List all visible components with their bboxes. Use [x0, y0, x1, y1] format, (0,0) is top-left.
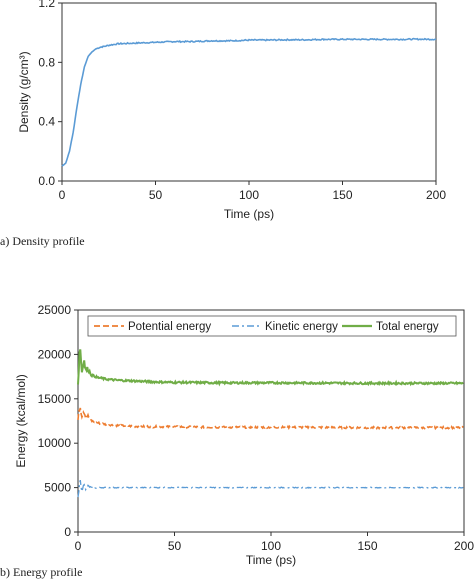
- energy-caption: (b) Energy profile: [0, 565, 82, 579]
- energy-xtick-label: 200: [454, 539, 474, 553]
- energy-plot-frame: [77, 309, 465, 533]
- legend-label-kinetic: Kinetic energy: [265, 321, 338, 333]
- density-series-line: [61, 37, 436, 167]
- energy-ytick-label: 5000: [44, 481, 71, 495]
- density-ytick-label: 0.0: [38, 174, 55, 188]
- energy-xtick-label: 0: [75, 539, 82, 553]
- energy-xtick-label: 100: [261, 539, 281, 553]
- energy-series-lines: [77, 349, 464, 498]
- density-chart: 0 50 100 150 200 0.0 0.4 0.8 1.2 Time (ps) Densi…: [0, 0, 446, 248]
- legend-box: [87, 315, 457, 337]
- density-ytick-label: 0.8: [38, 55, 55, 69]
- density-xlabel: Time (ps): [224, 207, 274, 221]
- energy-ticks: 0 50 100 150 200 0 5000 10000 15000 20000 25000: [38, 303, 474, 553]
- density-caption: (a) Density profile: [0, 234, 85, 248]
- energy-xlabel: Time (ps): [246, 553, 296, 567]
- energy-ytick-label: 20000: [38, 347, 72, 361]
- density-ticks: 0 50 100 150 200 0.0 0.4 0.8 1.2: [38, 0, 446, 202]
- legend-label-potential: Potential energy: [128, 321, 211, 333]
- energy-xtick-label: 50: [168, 539, 182, 553]
- density-xtick-label: 200: [426, 188, 446, 202]
- density-xtick-label: 0: [59, 188, 66, 202]
- legend-label-total: Total energy: [376, 321, 439, 333]
- energy-ytick-label: 10000: [38, 436, 72, 450]
- energy-legend: Potential energy Kinetic energy Total en…: [87, 315, 457, 337]
- density-ytick-label: 0.4: [38, 115, 55, 129]
- density-xtick-label: 50: [149, 188, 163, 202]
- density-ylabel: Density (g/cm³): [17, 51, 31, 132]
- energy-chart: 0 50 100 150 200 0 5000 10000 15000 20000 25000 Po…: [0, 303, 474, 579]
- density-xtick-label: 100: [239, 188, 259, 202]
- energy-ytick-label: 15000: [38, 392, 72, 406]
- energy-series-potential: [77, 407, 464, 431]
- energy-xtick-label: 150: [357, 539, 377, 553]
- energy-ytick-label: 0: [64, 525, 71, 539]
- energy-series-kinetic: [77, 479, 464, 498]
- energy-ylabel: Energy (kcal/mol): [14, 374, 28, 467]
- energy-series-total: [77, 349, 464, 387]
- density-ytick-label: 1.2: [38, 0, 55, 10]
- density-plot-frame: [61, 2, 437, 182]
- energy-ytick-label: 25000: [38, 303, 72, 317]
- density-xtick-label: 150: [332, 188, 352, 202]
